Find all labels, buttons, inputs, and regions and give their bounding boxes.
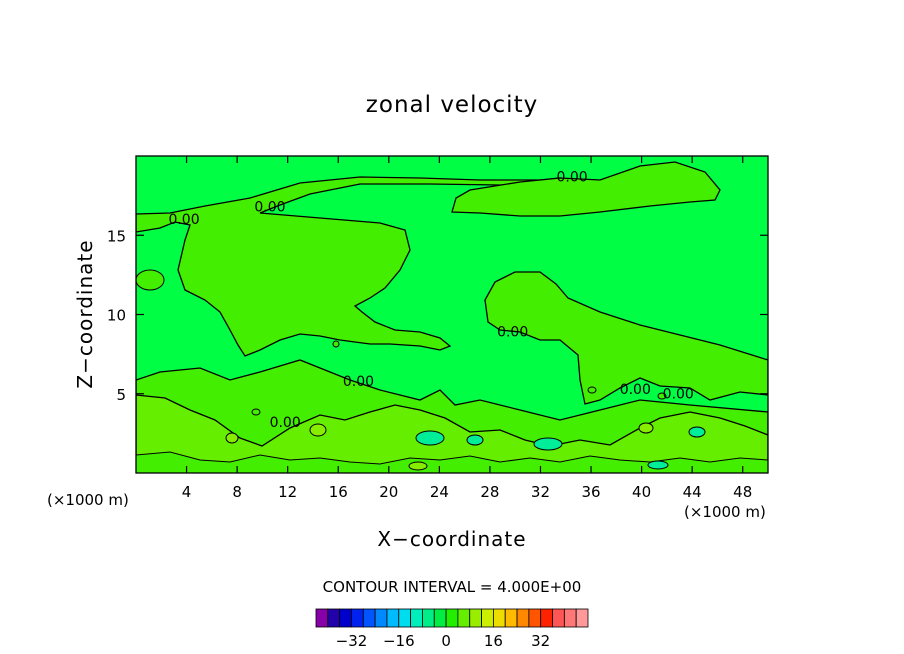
- x-tick-label-5: 24: [430, 483, 449, 501]
- region-middle-right: [484, 271, 768, 405]
- cell-small-3: [332, 340, 340, 348]
- colorbar-swatch-10: [433, 608, 447, 628]
- y-tick-label-2: 15: [107, 227, 126, 245]
- chart-title: zonal velocity: [366, 92, 538, 118]
- colorbar-tick-label-0: −32: [336, 632, 368, 650]
- colorbar-swatch-16: [504, 608, 518, 628]
- x-tick-label-7: 32: [531, 483, 550, 501]
- x-tick-label-8: 36: [581, 483, 600, 501]
- colorbar-swatch-22: [575, 608, 589, 628]
- colorbar: [315, 608, 589, 628]
- x-tick-label-9: 40: [632, 483, 651, 501]
- colorbar-swatch-6: [386, 608, 400, 628]
- cell-negative-3: [533, 437, 563, 451]
- x-tick-label-1: 8: [232, 483, 242, 501]
- colorbar-tick-label-3: 16: [484, 632, 503, 650]
- cell-small-4: [251, 408, 261, 416]
- x-tick-label-4: 20: [379, 483, 398, 501]
- colorbar-swatch-3: [351, 608, 364, 628]
- colorbar-swatch-14: [481, 608, 494, 628]
- colorbar-swatch-13: [469, 608, 482, 628]
- colorbar-swatch-7: [398, 608, 412, 628]
- colorbar-labels: −32 −16 0 16 32: [336, 632, 551, 650]
- contour-label-5: 0.00: [270, 415, 301, 431]
- cell-positive-1: [225, 432, 239, 444]
- contour-label-2: 0.00: [168, 212, 199, 228]
- x-tick-label-10: 44: [683, 483, 702, 501]
- contour-label-7: 0.00: [663, 387, 694, 403]
- x-tick-label-3: 16: [329, 483, 348, 501]
- contour-label-3: 0.00: [497, 325, 528, 341]
- cell-positive-3: [638, 422, 654, 434]
- region-bottom-band: [136, 451, 768, 473]
- contour-label-4: 0.00: [343, 374, 374, 390]
- colorbar-swatch-12: [457, 608, 471, 628]
- cell-negative-4: [688, 426, 706, 438]
- colorbar-swatch-0: [315, 608, 329, 628]
- colorbar-swatch-5: [374, 608, 388, 628]
- colorbar-tick-label-1: −16: [383, 632, 415, 650]
- x-tick-label-11: 48: [733, 483, 752, 501]
- x-axis: 4 8 12 16 20 24 28 32 36 40 44 48: [182, 156, 752, 501]
- x-unit-right: (×1000 m): [684, 503, 766, 521]
- contour-label-1: 0.00: [254, 199, 285, 215]
- cell-negative-6: [647, 460, 669, 470]
- cell-small-2: [657, 392, 667, 400]
- colorbar-swatch-17: [516, 608, 530, 628]
- contour-interval-label: CONTOUR INTERVAL = 4.000E+00: [323, 578, 582, 596]
- colorbar-tick-label-4: 32: [531, 632, 550, 650]
- colorbar-swatch-21: [563, 608, 577, 628]
- contour-label-0: 0.00: [556, 169, 587, 185]
- y-tick-label-1: 10: [107, 307, 126, 325]
- cell-negative-1: [415, 430, 445, 446]
- x-tick-label-6: 28: [480, 483, 499, 501]
- colorbar-tick-label-2: 0: [441, 632, 451, 650]
- colorbar-swatch-11: [445, 608, 459, 628]
- y-axis-label: Z−coordinate: [73, 239, 97, 388]
- colorbar-swatch-2: [339, 608, 352, 628]
- colorbar-swatch-8: [410, 608, 423, 628]
- x-unit-left: (×1000 m): [47, 491, 129, 509]
- x-tick-label-0: 4: [182, 483, 192, 501]
- cell-positive-2: [309, 423, 327, 437]
- cell-negative-2: [466, 434, 484, 446]
- region-upper-right: [451, 161, 721, 217]
- colorbar-swatch-1: [327, 608, 341, 628]
- colorbar-swatch-18: [528, 608, 542, 628]
- x-axis-label: X−coordinate: [377, 527, 526, 551]
- y-tick-label-0: 5: [116, 386, 126, 404]
- colorbar-swatch-19: [540, 608, 553, 628]
- region-lower-band: [136, 394, 768, 473]
- small-cells: [136, 269, 706, 471]
- x-tick-label-2: 12: [278, 483, 297, 501]
- y-axis: 5 10 15: [107, 227, 768, 404]
- cell-left-edge: [136, 269, 165, 291]
- cell-small-1: [587, 386, 597, 394]
- contour-labels: 0.00 0.00 0.00 0.00 0.00 0.00 0.00 0.00: [168, 169, 693, 431]
- cell-negative-5: [408, 461, 428, 471]
- plot-area: 0.00 0.00 0.00 0.00 0.00 0.00 0.00 0.00: [136, 156, 768, 473]
- colorbar-swatch-4: [362, 608, 376, 628]
- colorbar-swatch-9: [422, 608, 435, 628]
- contour-label-6: 0.00: [620, 382, 651, 398]
- colorbar-swatch-15: [492, 608, 506, 628]
- colorbar-swatch-20: [552, 608, 565, 628]
